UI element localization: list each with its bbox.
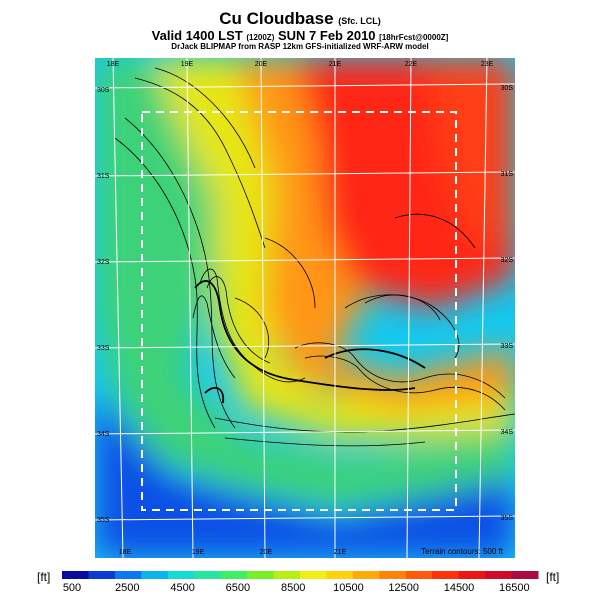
scale-tick-label: 16500	[499, 582, 530, 594]
lat-label-right-31s: 31S	[501, 171, 514, 178]
scale-swatch	[247, 571, 275, 579]
scale-swatch	[300, 571, 327, 579]
scale-swatch	[352, 571, 380, 579]
scale-tick-label: 14500	[444, 582, 475, 594]
forecast-tag: [18hrFcst@0000Z]	[379, 33, 449, 42]
scale-swatch	[167, 571, 195, 579]
valid-utc: (1200Z)	[246, 33, 275, 42]
lat-label-left-31s: 31S	[97, 173, 110, 180]
lon-label-top-22e: 22E	[405, 61, 418, 68]
title-text: Cu Cloudbase	[219, 9, 334, 28]
field-red-east	[425, 58, 515, 248]
scale-swatch	[379, 571, 407, 579]
scale-swatch	[114, 571, 142, 579]
title-suffix: (Sfc. LCL)	[338, 16, 381, 26]
scale-tick-label: 12500	[388, 582, 419, 594]
field-coastal-green	[95, 58, 515, 508]
lon-label-bottom-18e: 18E	[119, 549, 132, 556]
scale-tick-label: 10500	[333, 582, 364, 594]
scale-swatch	[511, 571, 539, 579]
cloudbase-map: 18E 19E 20E 21E 22E 23E 18E 19E 20E 21E …	[95, 58, 515, 558]
scale-tick-label: 4500	[170, 582, 194, 594]
lat-label-left-30s: 30S	[97, 87, 110, 94]
lat-label-left-34s: 34S	[97, 431, 110, 438]
scale-swatch	[194, 571, 222, 579]
scale-swatch	[326, 571, 354, 579]
lat-label-right-35s: 35S	[501, 515, 514, 522]
scale-swatch	[405, 571, 433, 579]
lon-label-bottom-20e: 20E	[260, 549, 273, 556]
lat-label-right-32s: 32S	[501, 257, 514, 264]
scale-swatch	[141, 571, 169, 579]
field-yellow	[155, 58, 515, 438]
scale-ticks: 500 2500 4500 6500 8500 10500 12500 14500 16500	[63, 582, 530, 594]
lon-label-top-19e: 19E	[181, 61, 194, 68]
model-description: DrJack BLIPMAP from RASP 12km GFS-initia…	[171, 42, 429, 51]
scale-bar	[62, 571, 539, 579]
valid-time-line: Valid 1400 LST (1200Z) SUN 7 Feb 2010 [1…	[0, 28, 600, 43]
lon-label-top-18e: 18E	[107, 61, 120, 68]
lat-label-left-35s: 35S	[97, 517, 110, 524]
scale-tick-label: 6500	[226, 582, 250, 594]
map-title: Cu Cloudbase (Sfc. LCL)	[0, 9, 600, 29]
latlon-grid	[95, 58, 515, 558]
scale-swatch	[485, 571, 513, 579]
scale-unit-right: [ft]	[546, 570, 559, 584]
valid-time: Valid 1400 LST	[151, 28, 243, 43]
scale-swatch	[220, 571, 248, 579]
lat-label-right-34s: 34S	[501, 429, 514, 436]
lon-label-top-21e: 21E	[329, 61, 342, 68]
terrain-contour-note: Terrain contours: 500 ft	[421, 547, 504, 556]
inner-domain-box	[141, 111, 457, 511]
scale-swatch	[458, 571, 486, 579]
color-scale: [ft] [ft] 500 2500 4500 6500 8500 10500 12500 1…	[37, 570, 559, 594]
field-deep-ocean	[95, 388, 515, 558]
lon-label-top-20e: 20E	[255, 61, 268, 68]
lat-label-right-30s: 30S	[501, 85, 514, 92]
valid-date: SUN 7 Feb 2010	[277, 28, 376, 43]
lat-label-right-33s: 33S	[501, 343, 514, 350]
lat-label-left-33s: 33S	[97, 345, 110, 352]
scale-swatch	[432, 571, 460, 579]
lat-label-left-32s: 32S	[97, 259, 110, 266]
scale-swatch	[273, 571, 301, 579]
lon-label-bottom-19e: 19E	[192, 549, 205, 556]
scale-unit-left: [ft]	[37, 570, 50, 584]
scale-tick-label: 2500	[115, 582, 139, 594]
lon-label-bottom-21e: 21E	[334, 549, 347, 556]
scale-swatch	[62, 571, 89, 579]
terrain-contours	[114, 67, 515, 447]
scale-tick-label: 8500	[281, 582, 305, 594]
lon-label-top-23e: 23E	[481, 61, 494, 68]
scale-tick-label: 500	[63, 582, 81, 594]
scale-swatch	[88, 571, 116, 579]
